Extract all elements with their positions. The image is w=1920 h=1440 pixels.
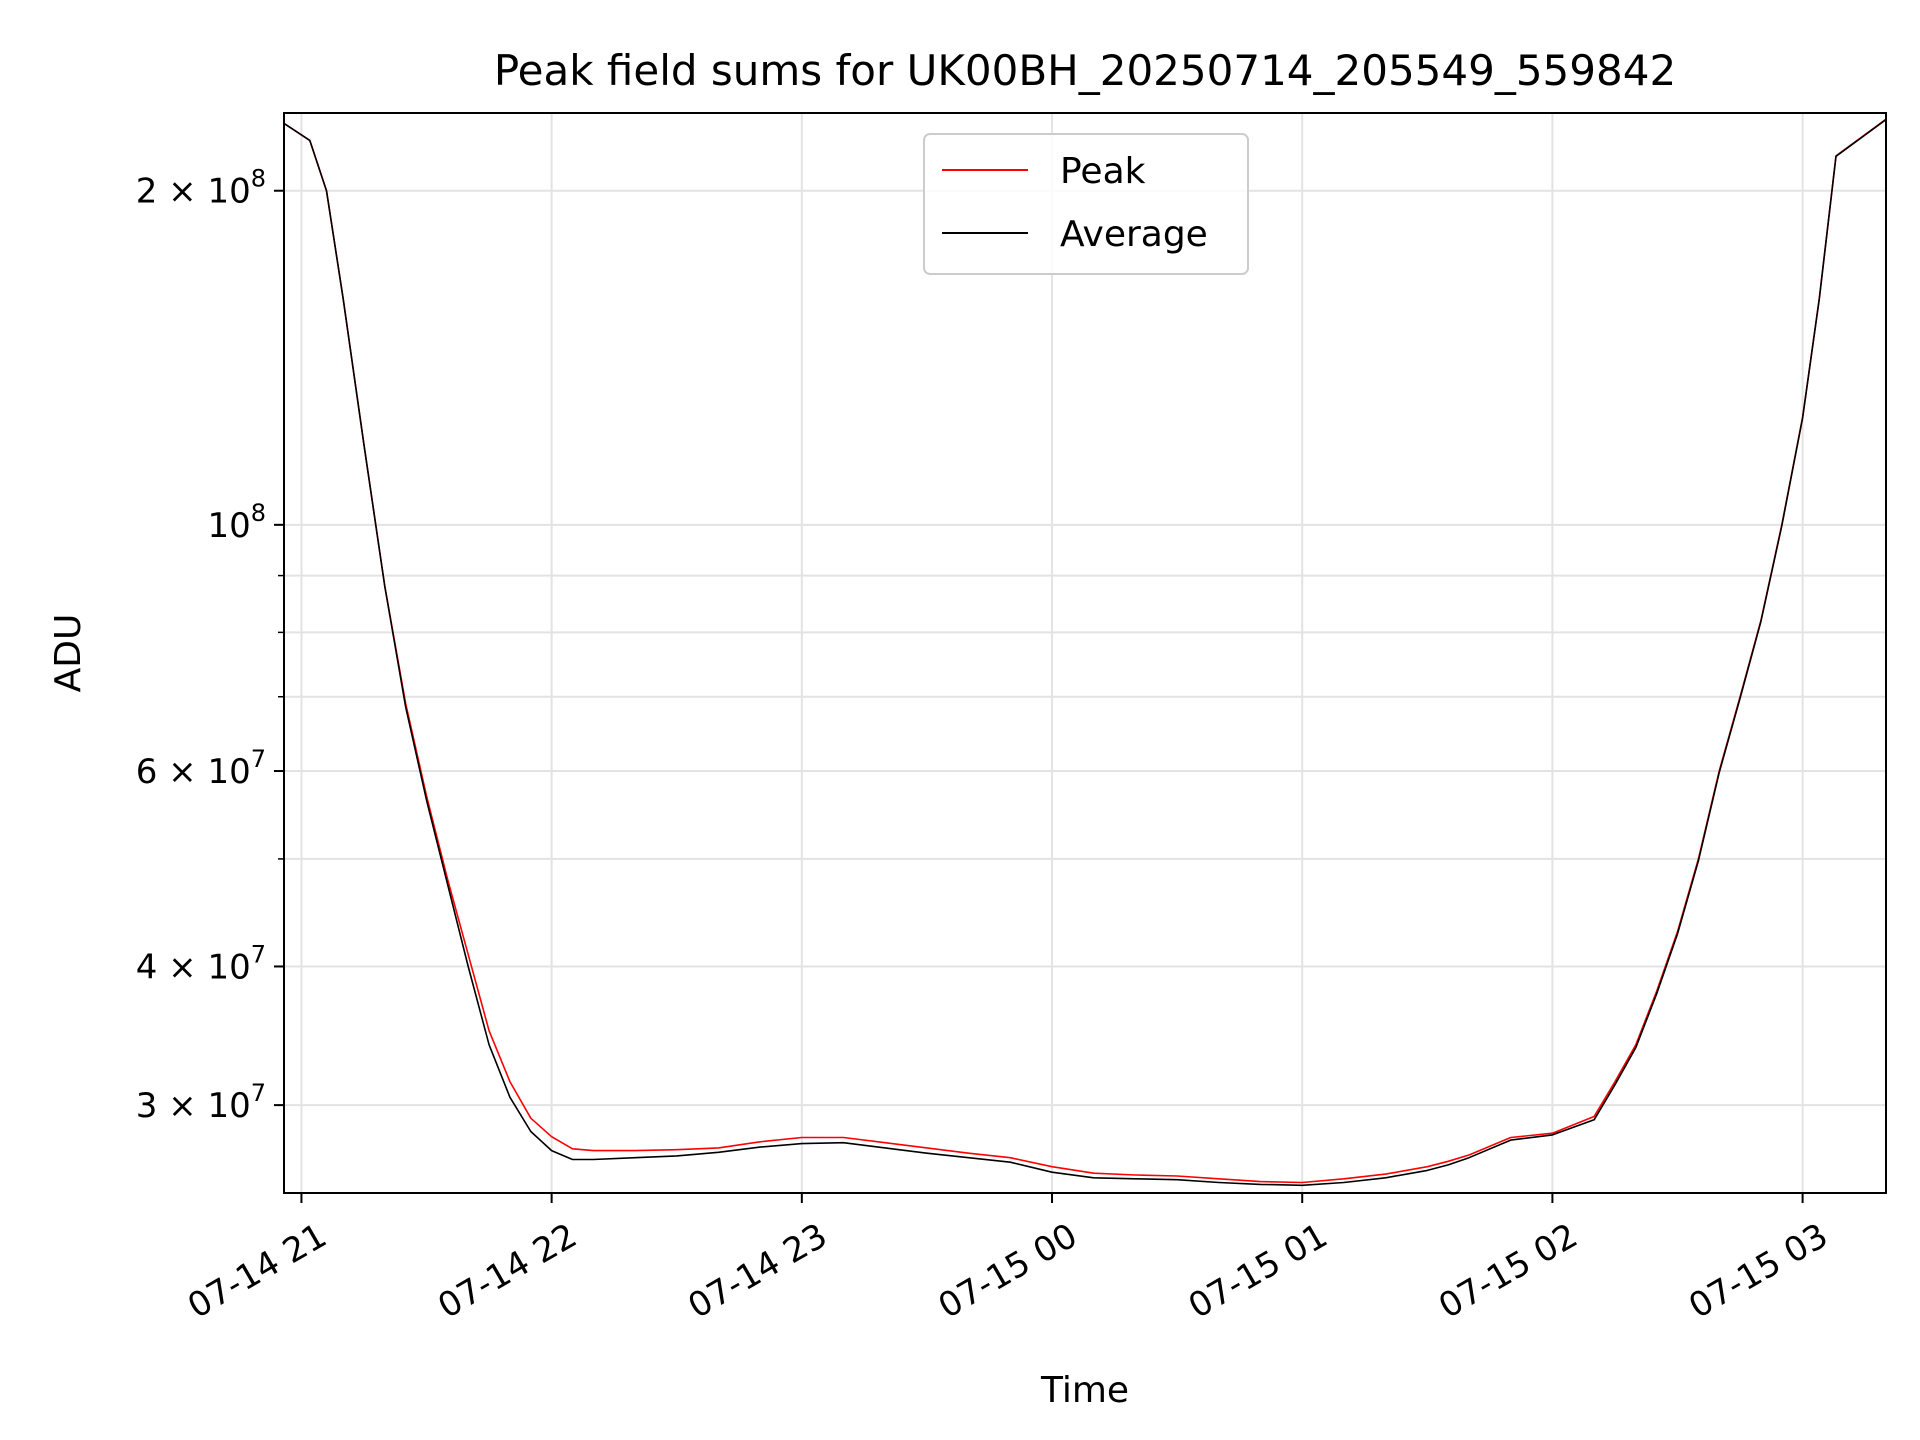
y-tick-label: 2 × 108 [136,165,266,212]
y-tick-label: 108 [207,499,266,546]
y-axis-ticks: 3 × 107 4 × 107 6 × 107 108 2 × 108 [136,165,284,1126]
legend-label-peak: Peak [1060,151,1146,192]
x-axis-label: Time [1040,1370,1129,1411]
legend-label-average: Average [1060,214,1208,255]
plot-frame [283,112,1887,1194]
y-axis-label: ADU [48,614,89,693]
y-tick-label: 6 × 107 [136,745,266,792]
y-tick-label: 3 × 107 [136,1079,266,1126]
legend: Peak Average [923,133,1249,275]
chart-title: Peak field sums for UK00BH_20250714_2055… [494,46,1676,95]
series-lines [283,118,1887,1187]
grid-lines [284,113,1886,1193]
y-tick-label: 4 × 107 [136,940,266,987]
series-line-average [283,118,1887,1187]
